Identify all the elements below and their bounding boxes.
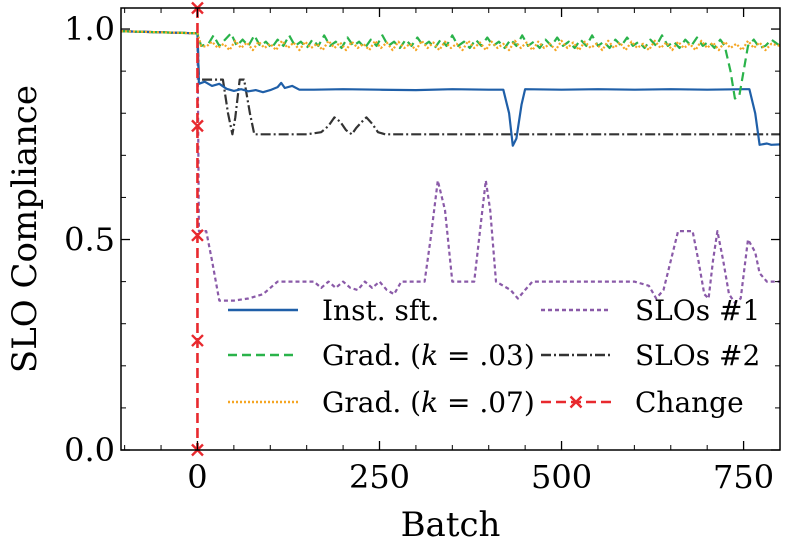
- legend-label: Grad. (k = .03): [322, 339, 535, 372]
- axes-frame: [120, 7, 781, 451]
- x-axis-label: Batch: [401, 505, 501, 545]
- x-tick-label: 500: [531, 458, 592, 496]
- series-line-grad-k-07: [121, 30, 780, 52]
- change-marker: [191, 334, 204, 347]
- change-marker: [191, 228, 204, 242]
- legend-label: SLOs #2: [635, 339, 760, 372]
- x-tick-label: 750: [713, 458, 774, 496]
- legend-label: SLOs #1: [635, 294, 760, 327]
- y-tick-label: 0.0: [64, 431, 115, 469]
- x-tick-label: 250: [349, 458, 410, 496]
- series-line-slos-1: [121, 30, 780, 304]
- legend-label: Change: [635, 386, 744, 419]
- legend-label: Grad. (k = .07): [322, 386, 535, 419]
- y-tick-label: 1.0: [64, 10, 115, 48]
- legend-change-marker: [569, 395, 583, 409]
- y-tick-label: 0.5: [64, 221, 115, 259]
- legend: Inst. sft. Grad. (k = .03) Grad. (k = .07)…: [228, 294, 760, 419]
- x-tick-label: 0: [187, 458, 207, 496]
- change-marker: [191, 119, 204, 133]
- y-axis-label: SLO Compliance: [5, 85, 45, 373]
- series-line-inst-sft: [121, 30, 780, 147]
- series-line-slos-2: [121, 30, 780, 136]
- legend-label: Inst. sft.: [322, 294, 439, 327]
- series-line-grad-k-03: [121, 30, 780, 100]
